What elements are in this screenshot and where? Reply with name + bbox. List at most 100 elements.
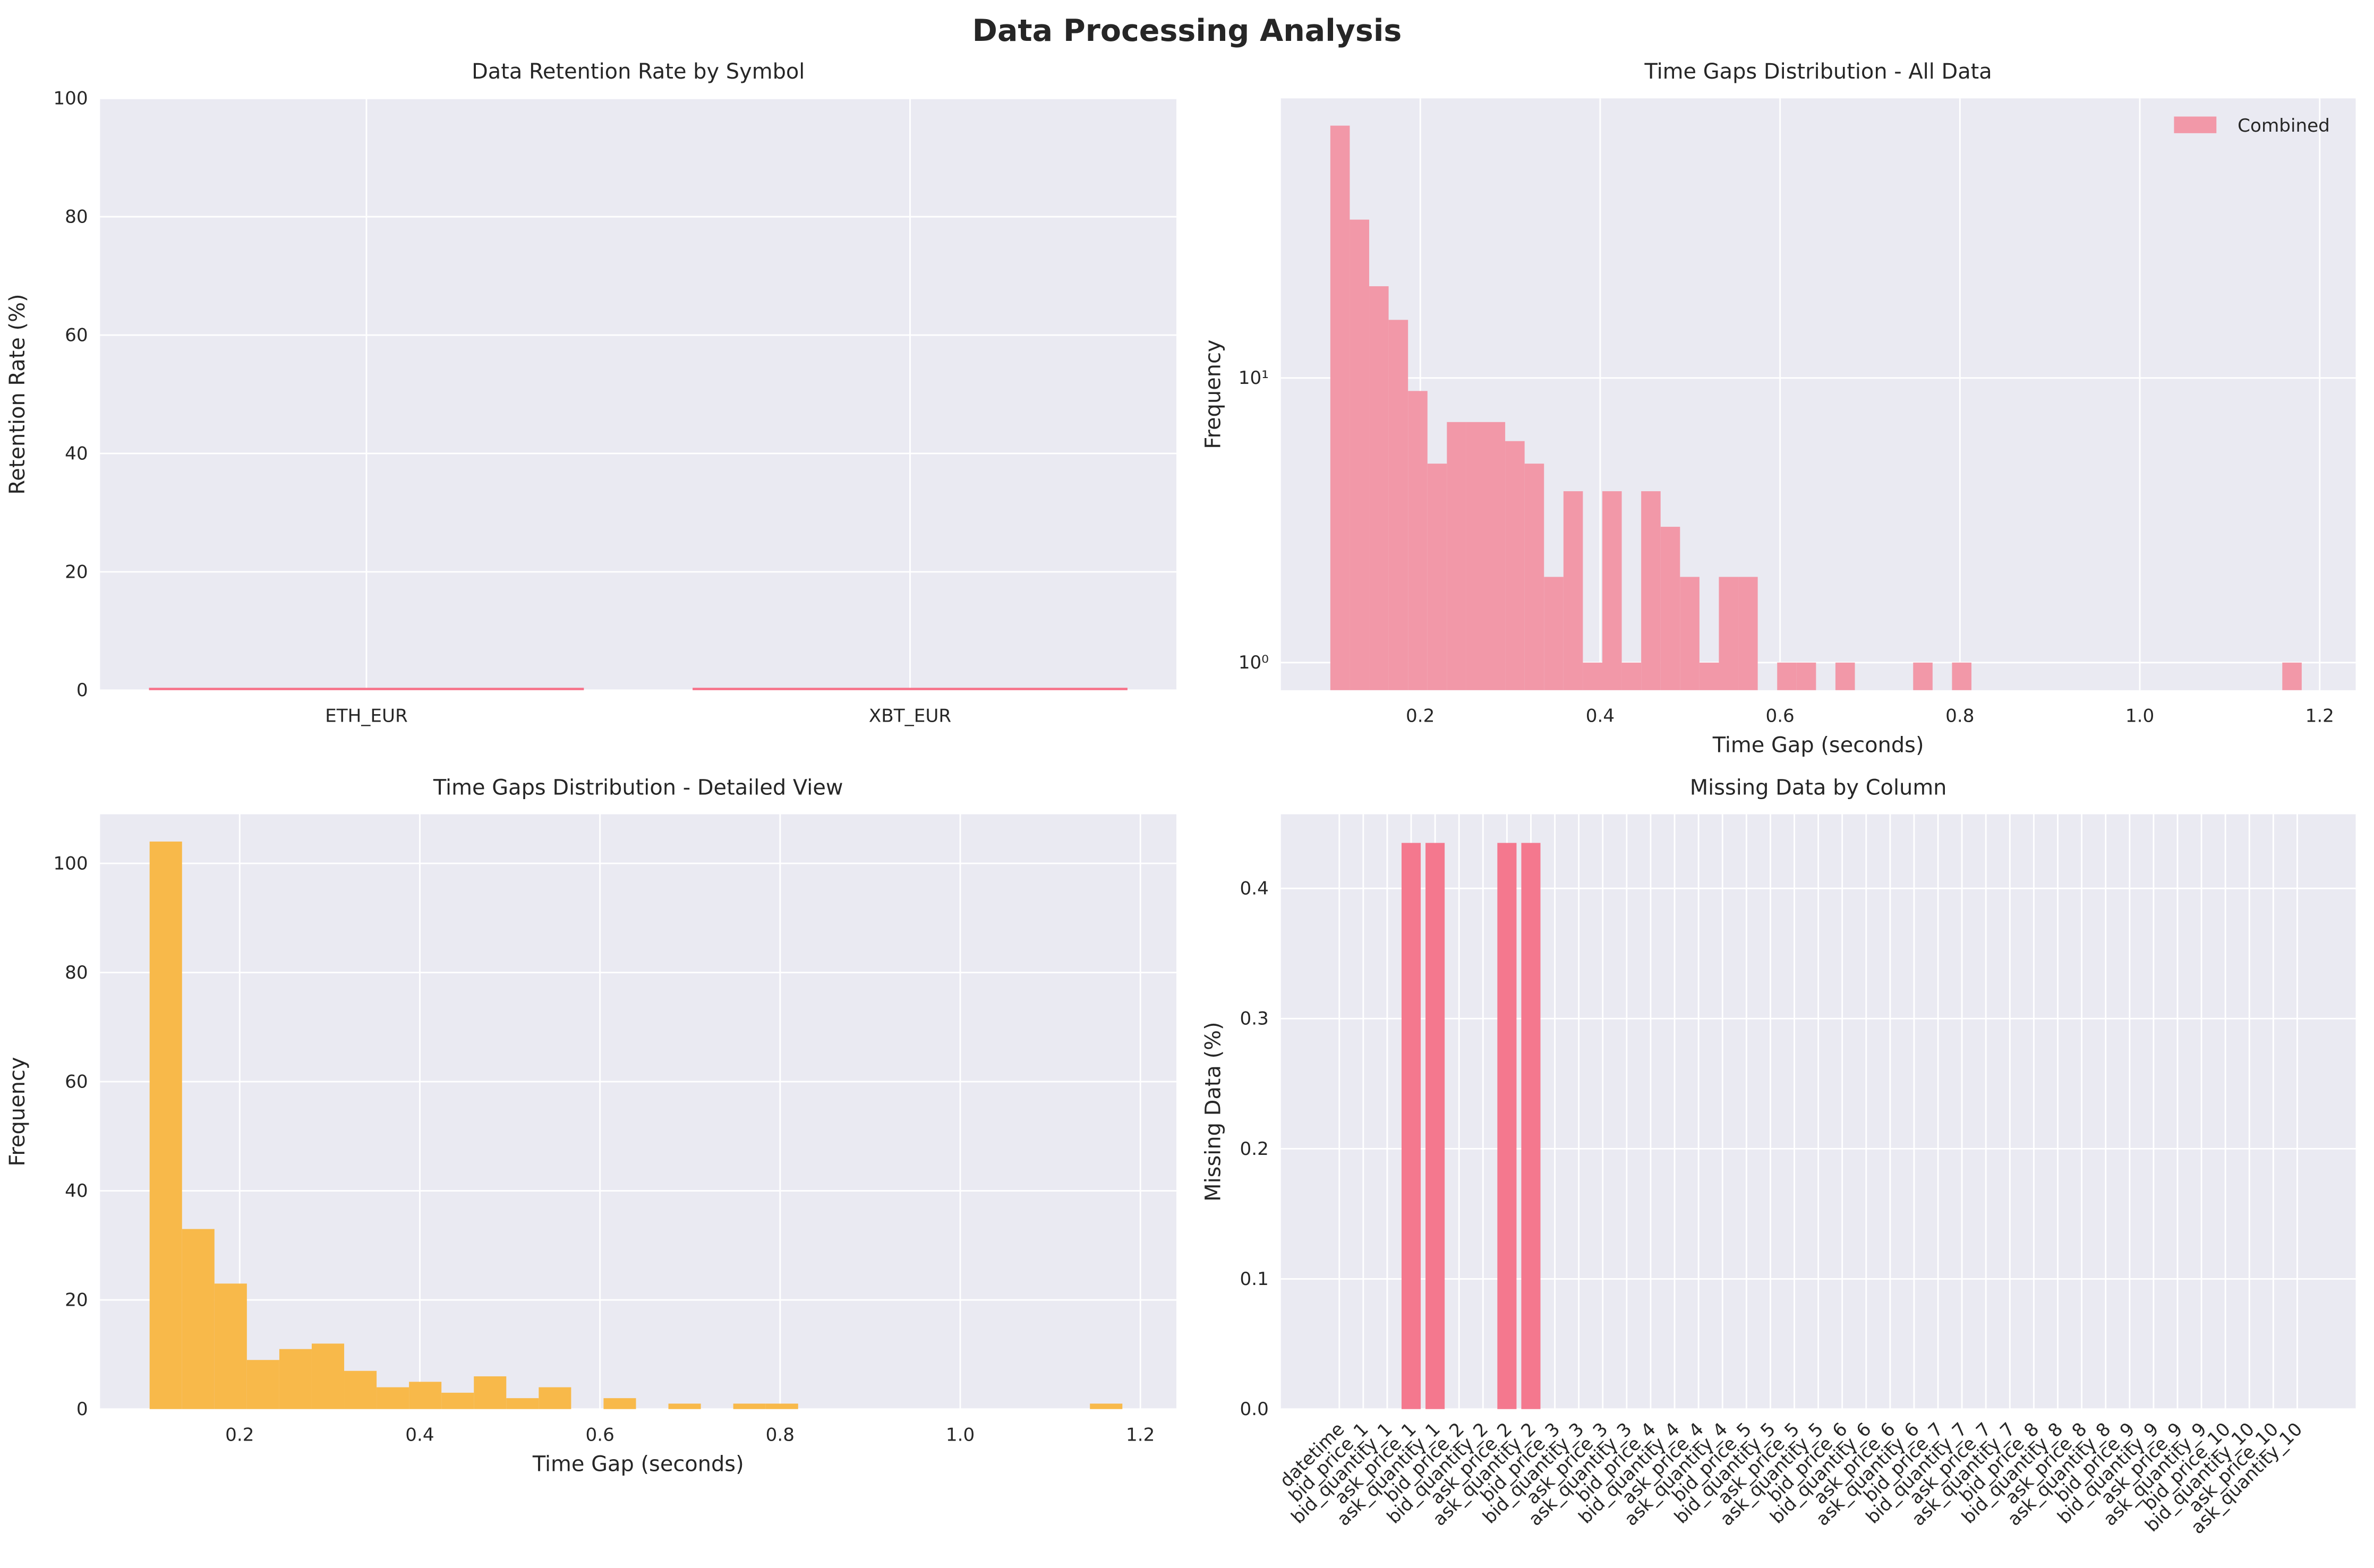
histogram-bar [668, 1403, 701, 1409]
y-tick-label: 60 [65, 1071, 88, 1092]
bar [149, 688, 584, 690]
histogram-bar [311, 1343, 345, 1409]
y-tick-label: 80 [65, 207, 88, 228]
chart-title: Missing Data by Column [1690, 775, 1947, 800]
plot-background [100, 98, 1177, 690]
y-tick-label: 40 [65, 443, 88, 464]
histogram-bar [603, 1398, 636, 1409]
histogram-bar [1090, 1403, 1123, 1409]
histogram-bar [1738, 577, 1758, 690]
histogram-bar [506, 1398, 539, 1409]
histogram-bar [1447, 422, 1466, 690]
y-tick-label: 100 [53, 853, 88, 874]
x-axis-label: Time Gap (seconds) [532, 1452, 744, 1477]
y-tick-label: 10⁰ [1239, 652, 1269, 673]
histogram-bar [246, 1360, 279, 1409]
histogram-bar [539, 1387, 571, 1409]
histogram-bar [1505, 441, 1525, 690]
x-tick-label: ETH_EUR [325, 706, 408, 727]
histogram-bar [474, 1376, 507, 1409]
histogram-bar [1583, 662, 1602, 690]
plot-background [100, 814, 1177, 1409]
histogram-bar [1544, 577, 1564, 690]
histogram-bar [1408, 391, 1428, 690]
histogram-bar [344, 1370, 377, 1409]
histogram-bar [1835, 662, 1855, 690]
y-tick-label: 0 [76, 680, 88, 701]
bar [693, 688, 1128, 690]
histogram-bar [149, 841, 182, 1409]
x-tick-label: 1.2 [1126, 1425, 1155, 1446]
y-axis-label: Missing Data (%) [1201, 1022, 1226, 1201]
x-tick-label: 1.0 [2125, 706, 2154, 727]
x-tick-label: 0.2 [225, 1425, 254, 1446]
histogram-bar [765, 1403, 798, 1409]
chart-title: Time Gaps Distribution - Detailed View [433, 775, 843, 800]
y-axis-label: Frequency [5, 1057, 30, 1167]
histogram-bar [2282, 662, 2302, 690]
x-axis-label: Time Gap (seconds) [1712, 733, 1924, 758]
histogram-bar [377, 1387, 409, 1409]
legend-label: Combined [2238, 115, 2330, 136]
x-tick-label: 0.6 [1765, 706, 1794, 727]
y-tick-label: 0.2 [1240, 1138, 1269, 1160]
bar [1425, 843, 1445, 1409]
histogram-bar [279, 1349, 312, 1409]
bar [1401, 843, 1421, 1409]
histogram-bar [1777, 662, 1797, 690]
histogram-bar [1563, 491, 1583, 690]
x-tick-label: 0.4 [1586, 706, 1615, 727]
histogram-bar [1427, 464, 1447, 690]
histogram-bar [1369, 286, 1389, 690]
histogram-bar [1680, 577, 1700, 690]
x-tick-label: XBT_EUR [869, 706, 951, 727]
histogram-bar [1330, 125, 1350, 690]
x-tick-label: 0.4 [405, 1425, 434, 1446]
x-tick-label: 0.8 [766, 1425, 795, 1446]
y-tick-label: 0.4 [1240, 878, 1269, 899]
y-tick-label: 0 [76, 1399, 88, 1420]
histogram-bar [1524, 464, 1544, 690]
histogram-bar [182, 1229, 215, 1409]
chart-title: Time Gaps Distribution - All Data [1644, 59, 1992, 84]
histogram-bar [733, 1403, 766, 1409]
histogram-bar [1350, 219, 1370, 690]
y-tick-label: 0.1 [1240, 1269, 1269, 1290]
chart-title: Data Retention Rate by Symbol [472, 59, 805, 84]
bar [1521, 843, 1541, 1409]
histogram-bar [1485, 422, 1506, 690]
histogram-bar [1699, 662, 1719, 690]
y-tick-label: 0.3 [1240, 1008, 1269, 1030]
y-tick-label: 10¹ [1239, 367, 1269, 389]
histogram-bar [441, 1392, 474, 1409]
x-tick-label: 1.0 [946, 1425, 975, 1446]
x-tick-label: 0.6 [585, 1425, 614, 1446]
histogram-bar [1466, 422, 1486, 690]
histogram-bar [1660, 527, 1680, 690]
y-tick-label: 60 [65, 324, 88, 346]
y-axis-label: Retention Rate (%) [5, 294, 30, 494]
histogram-bar [409, 1382, 442, 1409]
x-tick-label: 1.2 [2305, 706, 2334, 727]
y-tick-label: 80 [65, 962, 88, 983]
x-tick-label: 0.2 [1406, 706, 1434, 727]
histogram-bar [1641, 491, 1661, 690]
y-axis-label: Frequency [1201, 339, 1226, 449]
y-tick-label: 20 [65, 561, 88, 582]
y-tick-label: 100 [53, 88, 88, 109]
figure-title: Data Processing Analysis [972, 13, 1402, 48]
legend-swatch [2174, 116, 2217, 133]
histogram-bar [1602, 491, 1622, 690]
y-tick-label: 20 [65, 1290, 88, 1311]
histogram-bar [1621, 662, 1642, 690]
histogram-bar [1913, 662, 1933, 690]
histogram-bar [1719, 577, 1739, 690]
histogram-bar [214, 1283, 247, 1409]
bar [1497, 843, 1517, 1409]
y-tick-label: 40 [65, 1180, 88, 1202]
histogram-bar [1952, 662, 1972, 690]
histogram-bar [1388, 320, 1408, 690]
histogram-bar [1796, 662, 1816, 690]
